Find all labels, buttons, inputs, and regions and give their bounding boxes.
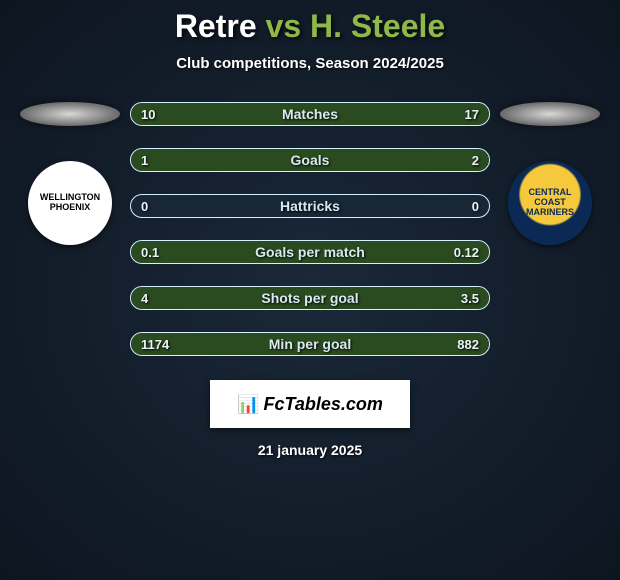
- stat-value-right: 17: [465, 107, 479, 122]
- stat-bar: Matches10 17: [130, 102, 490, 126]
- left-team-column: WELLINGTON PHOENIX: [10, 102, 130, 245]
- player2-name: H. Steele: [310, 8, 445, 44]
- stat-label: Goals per match: [131, 244, 489, 260]
- stat-value-right: 2: [472, 153, 479, 168]
- stat-bar: Shots per goal4 3.5: [130, 286, 490, 310]
- stat-label: Matches: [131, 106, 489, 122]
- stat-value-right: 0.12: [454, 245, 479, 260]
- stat-label: Goals: [131, 152, 489, 168]
- footer-brand-logo: 📊 FcTables.com: [210, 380, 410, 428]
- stat-value-left: 0.1: [141, 245, 159, 260]
- left-team-crest: WELLINGTON PHOENIX: [28, 161, 112, 245]
- stat-bar: Goals per match0.1 0.12: [130, 240, 490, 264]
- right-team-name: CENTRAL COAST MARINERS: [514, 188, 586, 218]
- subtitle: Club competitions, Season 2024/2025: [0, 55, 620, 72]
- stat-value-right: 882: [457, 337, 479, 352]
- stats-bars: Matches10 17 Goals1 2 Hattricks0 0 Goals per m…: [130, 102, 490, 356]
- stat-bar: Min per goal1174 882: [130, 332, 490, 356]
- page-title: Retre vs H. Steele: [0, 8, 620, 45]
- stat-label: Shots per goal: [131, 290, 489, 306]
- vs-word: vs: [266, 8, 302, 44]
- stat-value-right: 3.5: [461, 291, 479, 306]
- right-team-column: CENTRAL COAST MARINERS: [490, 102, 610, 245]
- stats-layout: WELLINGTON PHOENIX Matches10 17 Goals1 2 Hat…: [0, 102, 620, 356]
- comparison-infographic: Retre vs H. Steele Club competitions, Se…: [0, 0, 620, 458]
- footer-brand-text: FcTables.com: [264, 394, 383, 415]
- chart-icon: 📊: [237, 394, 259, 415]
- date-label: 21 january 2025: [0, 442, 620, 458]
- player2-ball-shadow: [500, 102, 600, 126]
- stat-value-left: 0: [141, 199, 148, 214]
- stat-value-left: 10: [141, 107, 155, 122]
- stat-value-left: 4: [141, 291, 148, 306]
- right-team-crest: CENTRAL COAST MARINERS: [508, 161, 592, 245]
- stat-label: Hattricks: [131, 198, 489, 214]
- left-team-name: WELLINGTON PHOENIX: [34, 193, 106, 213]
- stat-bar: Hattricks0 0: [130, 194, 490, 218]
- stat-label: Min per goal: [131, 336, 489, 352]
- player1-name: Retre: [175, 8, 257, 44]
- stat-bar: Goals1 2: [130, 148, 490, 172]
- stat-value-left: 1: [141, 153, 148, 168]
- stat-value-left: 1174: [141, 337, 169, 352]
- stat-value-right: 0: [472, 199, 479, 214]
- player1-ball-shadow: [20, 102, 120, 126]
